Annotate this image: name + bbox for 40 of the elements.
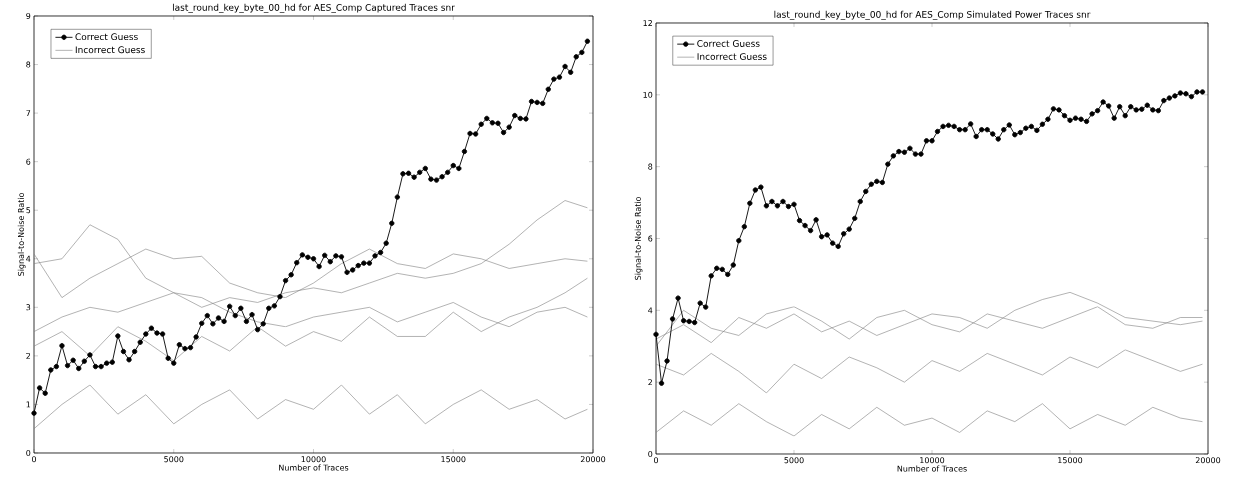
x-tick-label: 10000	[301, 456, 326, 463]
x-tick-label: 0	[654, 457, 659, 464]
y-tick-label: 8	[26, 61, 31, 68]
y-tick-label: 3	[26, 304, 31, 311]
line-series	[34, 384, 588, 430]
x-axis-title: Number of Traces	[897, 465, 967, 472]
x-tick-label: 5000	[784, 457, 804, 464]
legend-label: Incorrect Guess	[75, 46, 145, 54]
y-tick-label: 4	[648, 307, 653, 314]
y-axis-title: Signal-to-Noise Ratio	[634, 197, 643, 280]
y-tick-label: 12	[643, 20, 652, 26]
y-tick-label: 0	[26, 449, 31, 457]
y-tick-label: 6	[26, 158, 31, 165]
y-tick-label: 0	[648, 450, 653, 458]
y-tick-label: 1	[26, 401, 31, 408]
y-tick-label: 4	[26, 255, 31, 262]
y-tick-label: 10	[643, 91, 653, 98]
y-tick-label: 8	[648, 163, 653, 170]
x-tick-label: 20000	[580, 456, 606, 463]
line-series	[656, 403, 1203, 437]
chart-title: last_round_key_byte_00_hd for AES_Comp Simulated Power Traces snr	[774, 10, 1091, 20]
y-axis-title: Signal-to-Noise Ratio	[17, 193, 26, 276]
y-tick-label: 9	[26, 12, 31, 20]
x-tick-label: 20000	[1195, 457, 1221, 464]
x-tick-label: 5000	[164, 456, 184, 463]
x-tick-label: 0	[32, 456, 37, 463]
legend-label: Correct Guess	[75, 33, 138, 41]
x-tick-label: 15000	[1058, 457, 1083, 464]
y-tick-label: 5	[26, 207, 31, 214]
chart-title: last_round_key_byte_00_hd for AES_Comp Captured Traces snr	[172, 3, 455, 13]
legend-label: Correct Guess	[697, 40, 760, 47]
y-tick-label: 2	[648, 379, 652, 386]
x-tick-label: 10000	[920, 457, 945, 464]
legend-label: Incorrect Guess	[697, 53, 767, 60]
y-tick-label: 2	[26, 352, 31, 359]
x-tick-label: 15000	[441, 456, 466, 463]
y-tick-label: 6	[648, 235, 653, 242]
x-axis-title: Number of Traces	[279, 464, 349, 471]
line-series	[34, 200, 588, 332]
y-tick-label: 7	[26, 110, 31, 117]
